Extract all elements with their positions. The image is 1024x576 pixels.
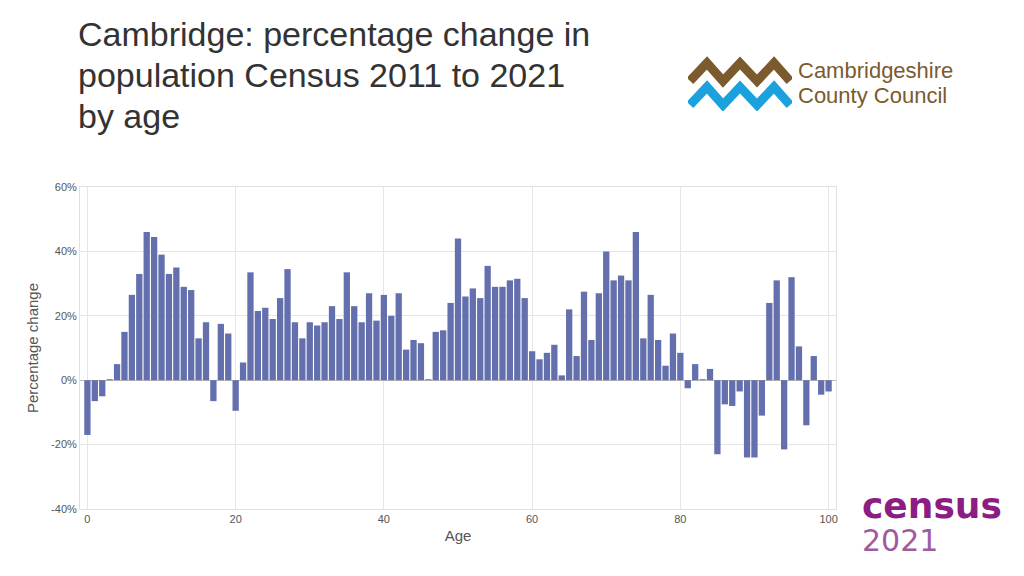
svg-text:20: 20: [230, 513, 242, 525]
html-text:Cambridgeshire County Council: Cambridgeshire County Council: [798, 57, 954, 108]
svg-text:60: 60: [526, 513, 538, 525]
svg-text:0%: 0%: [61, 374, 77, 386]
svg-text:-40%: -40%: [51, 503, 77, 515]
svg-text:20%: 20%: [55, 310, 77, 322]
svg-text:Age: Age: [445, 527, 472, 544]
html-text:2021: 2021: [862, 523, 939, 558]
svg-text:80: 80: [674, 513, 686, 525]
svg-text:0: 0: [84, 513, 90, 525]
html-text:census: census: [862, 485, 1002, 526]
svg-text:40: 40: [378, 513, 390, 525]
svg-text:-20%: -20%: [51, 438, 77, 450]
html-text:Cambridge: percentage change i: Cambridge: percentage change in populati…: [78, 15, 591, 135]
svg-text:40%: 40%: [55, 245, 77, 257]
svg-text:60%: 60%: [55, 181, 77, 193]
svg-text:Percentage change: Percentage change: [24, 283, 41, 413]
svg-text:100: 100: [819, 513, 837, 525]
